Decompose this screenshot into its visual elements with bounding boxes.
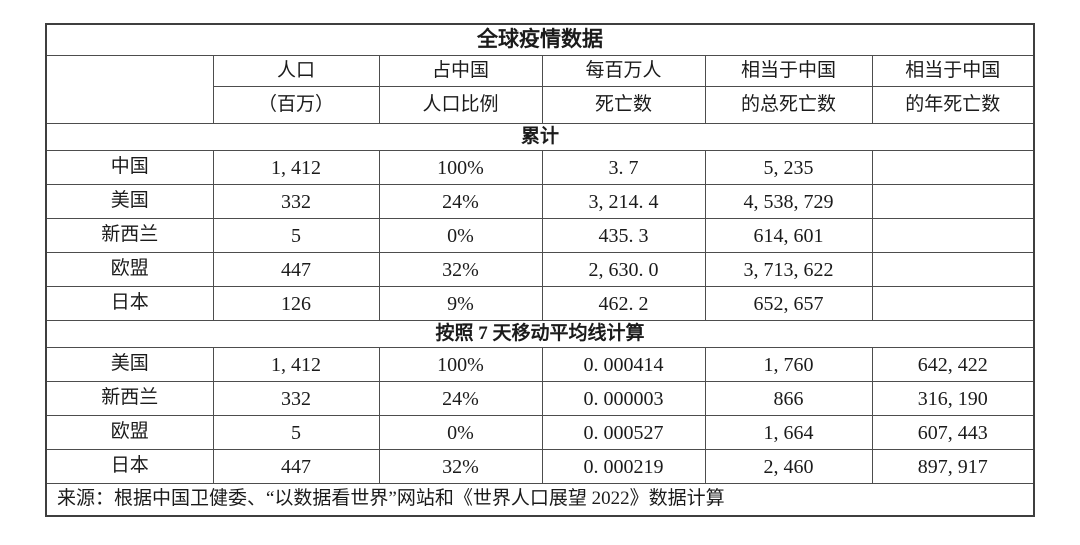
cell-equivalent-annual — [871, 184, 1035, 219]
cell-deaths-per-million: 3, 214. 4 — [541, 184, 706, 219]
header-row-2: （百万） 人口比例 死亡数 的总死亡数 的年死亡数 — [46, 86, 1035, 124]
cell-deaths-per-million: 0. 000414 — [541, 347, 706, 382]
cell-equivalent-total: 4, 538, 729 — [704, 184, 873, 219]
col-header-share-of-china: 占中国 — [378, 55, 543, 87]
col-header-equivalent-annual-deaths: 相当于中国 — [871, 55, 1035, 87]
cell-deaths-per-million: 0. 000219 — [541, 449, 706, 484]
cell-population: 1, 412 — [212, 150, 380, 185]
cell-share: 24% — [378, 184, 543, 219]
table-row-usa: 美国 332 24% 3, 214. 4 4, 538, 729 — [45, 184, 1035, 219]
section-header-cumulative: 累计 — [45, 123, 1035, 151]
cell-equivalent-total: 2, 460 — [704, 449, 873, 484]
cell-share: 32% — [378, 449, 543, 484]
table-title-row: 全球疫情数据 — [45, 23, 1035, 56]
table-row-china: 中国 1, 412 100% 3. 7 5, 235 — [45, 150, 1035, 185]
cell-population: 332 — [212, 381, 380, 416]
section-header-7day-average: 按照 7 天移动平均线计算 — [45, 320, 1035, 348]
table-row-eu-7day: 欧盟 5 0% 0. 000527 1, 664 607, 443 — [45, 415, 1035, 450]
row-label: 新西兰 — [45, 218, 214, 253]
col-header-equivalent-total-deaths-sub: 的总死亡数 — [704, 86, 873, 124]
cell-deaths-per-million: 435. 3 — [541, 218, 706, 253]
row-label: 日本 — [45, 286, 214, 321]
row-label: 日本 — [45, 449, 214, 484]
col-header-population-sub: （百万） — [212, 86, 380, 124]
cell-population: 447 — [212, 252, 380, 287]
header-row-1: 人口 占中国 每百万人 相当于中国 相当于中国 — [45, 55, 1035, 124]
col-header-equivalent-annual-deaths-sub: 的年死亡数 — [871, 86, 1035, 124]
cell-equivalent-annual: 642, 422 — [871, 347, 1035, 382]
col-header-equivalent-total-deaths: 相当于中国 — [704, 55, 873, 87]
cell-deaths-per-million: 3. 7 — [541, 150, 706, 185]
cell-share: 100% — [378, 150, 543, 185]
table-row-eu: 欧盟 447 32% 2, 630. 0 3, 713, 622 — [45, 252, 1035, 287]
table-row-japan-7day: 日本 447 32% 0. 000219 2, 460 897, 917 — [45, 449, 1035, 484]
cell-equivalent-total: 652, 657 — [704, 286, 873, 321]
cell-equivalent-annual: 316, 190 — [871, 381, 1035, 416]
table-row-usa-7day: 美国 1, 412 100% 0. 000414 1, 760 642, 422 — [45, 347, 1035, 382]
cell-equivalent-total: 866 — [704, 381, 873, 416]
section-label: 按照 7 天移动平均线计算 — [45, 320, 1035, 348]
table-row-japan: 日本 126 9% 462. 2 652, 657 — [45, 286, 1035, 321]
cell-population: 5 — [212, 218, 380, 253]
table-title: 全球疫情数据 — [45, 23, 1035, 56]
col-header-deaths-per-million: 每百万人 — [541, 55, 706, 87]
col-header-share-of-china-sub: 人口比例 — [378, 86, 543, 124]
cell-equivalent-total: 614, 601 — [704, 218, 873, 253]
cell-equivalent-annual — [871, 218, 1035, 253]
cell-deaths-per-million: 2, 630. 0 — [541, 252, 706, 287]
cell-equivalent-total: 5, 235 — [704, 150, 873, 185]
row-label: 美国 — [45, 184, 214, 219]
row-label: 中国 — [45, 150, 214, 185]
col-header-deaths-per-million-sub: 死亡数 — [541, 86, 706, 124]
cell-population: 5 — [212, 415, 380, 450]
row-label: 美国 — [45, 347, 214, 382]
cell-deaths-per-million: 0. 000003 — [541, 381, 706, 416]
cell-share: 0% — [378, 218, 543, 253]
cell-equivalent-annual: 897, 917 — [871, 449, 1035, 484]
cell-equivalent-total: 3, 713, 622 — [704, 252, 873, 287]
cell-equivalent-total: 1, 760 — [704, 347, 873, 382]
cell-equivalent-annual — [871, 252, 1035, 287]
cell-share: 24% — [378, 381, 543, 416]
cell-share: 100% — [378, 347, 543, 382]
cell-share: 0% — [378, 415, 543, 450]
col-header-population: 人口 — [212, 55, 380, 87]
cell-deaths-per-million: 462. 2 — [541, 286, 706, 321]
table-row-new-zealand-7day: 新西兰 332 24% 0. 000003 866 316, 190 — [45, 381, 1035, 416]
cell-deaths-per-million: 0. 000527 — [541, 415, 706, 450]
cell-population: 126 — [212, 286, 380, 321]
cell-population: 1, 412 — [212, 347, 380, 382]
row-label: 欧盟 — [45, 252, 214, 287]
cell-share: 32% — [378, 252, 543, 287]
corner-cell — [45, 55, 214, 124]
cell-share: 9% — [378, 286, 543, 321]
source-row: 来源：根据中国卫健委、“以数据看世界”网站和《世界人口展望 2022》数据计算 — [45, 483, 1035, 517]
cell-population: 332 — [212, 184, 380, 219]
row-label: 欧盟 — [45, 415, 214, 450]
cell-population: 447 — [212, 449, 380, 484]
cell-equivalent-annual — [871, 150, 1035, 185]
source-note: 来源：根据中国卫健委、“以数据看世界”网站和《世界人口展望 2022》数据计算 — [45, 483, 1035, 517]
row-label: 新西兰 — [45, 381, 214, 416]
table-row-new-zealand: 新西兰 5 0% 435. 3 614, 601 — [45, 218, 1035, 253]
epidemic-data-table: 全球疫情数据 人口 占中国 每百万人 相当于中国 相当于中国 （百万） 人口比例… — [45, 23, 1035, 517]
cell-equivalent-annual — [871, 286, 1035, 321]
section-label: 累计 — [45, 123, 1035, 151]
cell-equivalent-total: 1, 664 — [704, 415, 873, 450]
cell-equivalent-annual: 607, 443 — [871, 415, 1035, 450]
